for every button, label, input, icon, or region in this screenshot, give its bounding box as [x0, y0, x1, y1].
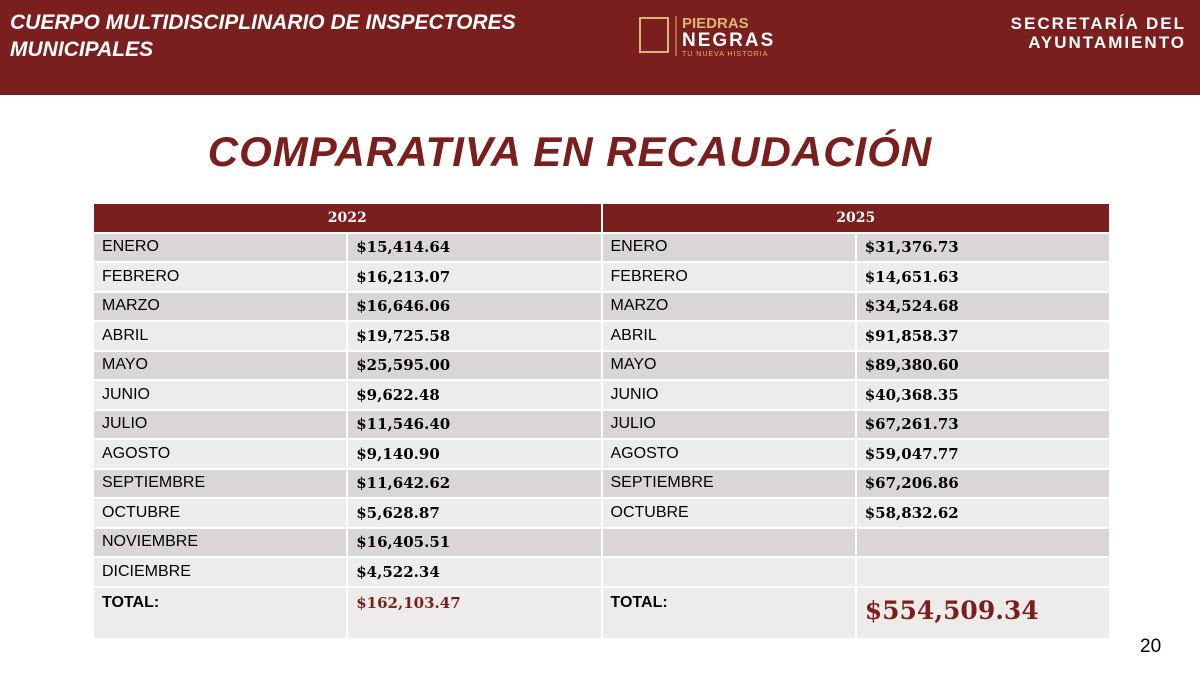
amount-cell: $5,628.87: [346, 497, 603, 529]
total-label: TOTAL:: [91, 585, 349, 640]
amount-cell: $16,213.07: [346, 261, 603, 293]
month-cell: JULIO: [91, 408, 349, 440]
logo-text: PIEDRAS: [682, 15, 749, 32]
amount-cell: $89,380.60: [854, 349, 1112, 381]
table-row: MAYO $25,595.00 MAYO $89,380.60: [91, 349, 1112, 381]
comparison-table: 2022 2025 ENERO $15,414.64 ENERO $31,376.73 FE…: [91, 202, 1112, 640]
empty-cell: [600, 526, 857, 558]
amount-cell: $34,524.68: [854, 290, 1112, 322]
table-row: FEBRERO $16,213.07 FEBRERO $14,651.63: [91, 261, 1112, 293]
month-cell: AGOSTO: [600, 438, 857, 470]
year-header: 2022: [92, 202, 603, 234]
header-bar: CUERPO MULTIDISCIPLINARIO DE INSPECTORES…: [0, 0, 1200, 95]
amount-cell: $91,858.37: [854, 320, 1112, 352]
amount-cell: $19,725.58: [346, 320, 603, 352]
amount-cell: $11,546.40: [346, 408, 603, 440]
month-cell: SEPTIEMBRE: [600, 467, 857, 499]
department-line: SECRETARÍA DEL: [1010, 14, 1186, 33]
amount-cell: $11,642.62: [346, 467, 603, 499]
empty-cell: [600, 556, 857, 588]
month-cell: NOVIEMBRE: [91, 526, 349, 558]
department: SECRETARÍA DEL AYUNTAMIENTO: [1011, 14, 1186, 52]
year-header: 2025: [600, 202, 1111, 234]
header-row: 2022 2025: [92, 202, 1111, 234]
month-cell: MARZO: [91, 290, 349, 322]
empty-cell: [854, 556, 1112, 588]
month-cell: ENERO: [600, 231, 857, 263]
month-cell: OCTUBRE: [600, 497, 857, 529]
amount-cell: $40,368.35: [854, 379, 1112, 411]
header-title: CUERPO MULTIDISCIPLINARIO DE INSPECTORES…: [10, 11, 516, 61]
month-cell: DICIEMBRE: [91, 556, 349, 588]
logo-emblem: [639, 17, 669, 53]
amount-cell: $9,622.48: [346, 379, 603, 411]
table-row: AGOSTO $9,140.90 AGOSTO $59,047.77: [91, 438, 1112, 470]
month-cell: MAYO: [91, 349, 349, 381]
month-cell: MARZO: [600, 290, 857, 322]
amount-cell: $16,646.06: [346, 290, 603, 322]
month-cell: ENERO: [91, 231, 349, 263]
table-row: ENERO $15,414.64 ENERO $31,376.73: [91, 231, 1112, 263]
month-cell: JULIO: [600, 408, 857, 440]
month-cell: JUNIO: [600, 379, 857, 411]
amount-cell: $58,832.62: [854, 497, 1112, 529]
amount-cell: $59,047.77: [854, 438, 1112, 470]
month-cell: ABRIL: [91, 320, 349, 352]
logo-text: NEGRAS: [682, 30, 775, 51]
month-cell: AGOSTO: [91, 438, 349, 470]
logo: PIEDRAS NEGRAS TU NUEVA HISTORIA: [639, 15, 775, 58]
total-row: TOTAL: $162,103.47 TOTAL: $554,509.34: [91, 585, 1112, 640]
table-row: JULIO $11,546.40 JULIO $67,261.73: [91, 408, 1112, 440]
amount-cell: $25,595.00: [346, 349, 603, 381]
page-number: 20: [1140, 636, 1162, 657]
amount-cell: $4,522.34: [346, 556, 603, 588]
month-cell: SEPTIEMBRE: [91, 467, 349, 499]
month-cell: ABRIL: [600, 320, 857, 352]
table-row: JUNIO $9,622.48 JUNIO $40,368.35: [91, 379, 1112, 411]
table-row: MARZO $16,646.06 MARZO $34,524.68: [91, 290, 1112, 322]
amount-cell: $16,405.51: [346, 526, 603, 558]
month-cell: FEBRERO: [600, 261, 857, 293]
total-amount: $554,509.34: [854, 585, 1112, 640]
total-label: TOTAL:: [600, 585, 857, 640]
table-row: ABRIL $19,725.58 ABRIL $91,858.37: [91, 320, 1112, 352]
amount-cell: $67,206.86: [854, 467, 1112, 499]
month-cell: JUNIO: [91, 379, 349, 411]
slide-title: COMPARATIVA EN RECAUDACIÓN: [207, 128, 933, 175]
month-cell: OCTUBRE: [91, 497, 349, 529]
table-row: DICIEMBRE $4,522.34: [91, 556, 1112, 588]
empty-cell: [854, 526, 1112, 558]
amount-cell: $31,376.73: [854, 231, 1112, 263]
amount-cell: $9,140.90: [346, 438, 603, 470]
amount-cell: $15,414.64: [346, 231, 603, 263]
month-cell: MAYO: [600, 349, 857, 381]
table-row: SEPTIEMBRE $11,642.62 SEPTIEMBRE $67,206.86: [91, 467, 1112, 499]
month-cell: FEBRERO: [91, 261, 349, 293]
table-row: OCTUBRE $5,628.87 OCTUBRE $58,832.62: [91, 497, 1112, 529]
total-amount: $162,103.47: [346, 585, 603, 640]
table-row: NOVIEMBRE $16,405.51: [91, 526, 1112, 558]
amount-cell: $14,651.63: [854, 261, 1112, 293]
logo-tagline: TU NUEVA HISTORIA: [682, 51, 768, 58]
amount-cell: $67,261.73: [854, 408, 1112, 440]
department-line: AYUNTAMIENTO: [1028, 33, 1186, 52]
